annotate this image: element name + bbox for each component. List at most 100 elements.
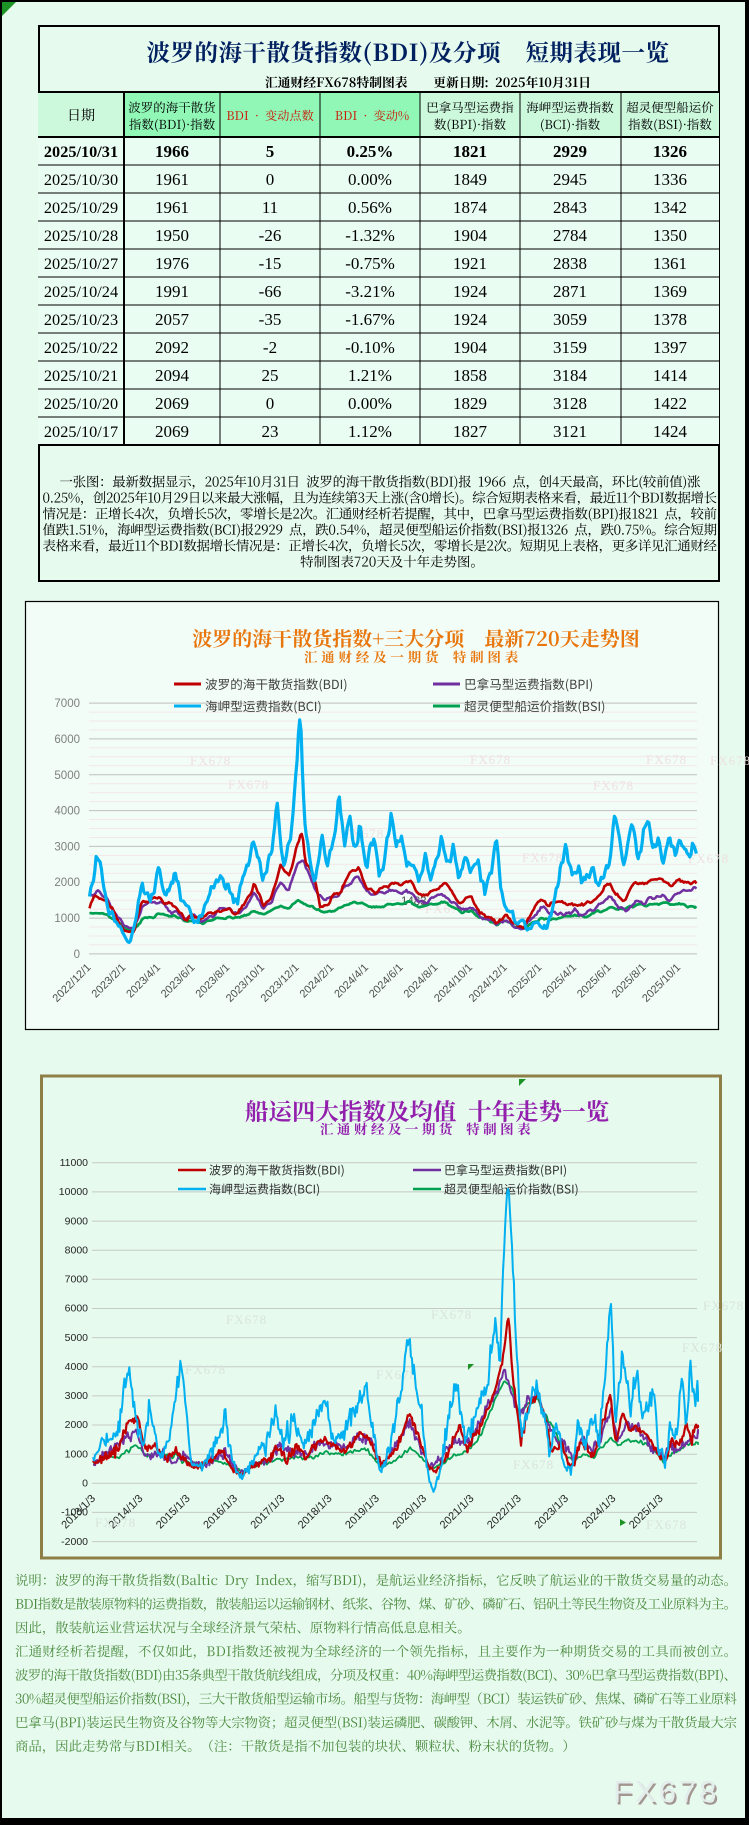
svg-text:6000: 6000 [65,1303,89,1315]
svg-text:1924: 1924 [453,282,488,301]
svg-text:2784: 2784 [553,226,588,245]
svg-text:11000: 11000 [60,1157,89,1169]
svg-text:2838: 2838 [553,254,587,273]
svg-text:3121: 3121 [553,422,587,441]
svg-text:FX678: FX678 [470,752,511,767]
svg-text:-1.67%: -1.67% [345,310,395,329]
svg-text:1422: 1422 [653,394,687,413]
svg-text:1000: 1000 [54,913,80,925]
svg-text:0.00%: 0.00% [348,394,392,413]
svg-text:-26: -26 [259,226,282,245]
svg-text:2843: 2843 [553,198,587,217]
svg-text:2025/10/30: 2025/10/30 [44,170,118,189]
svg-text:-2000: -2000 [61,1536,88,1548]
svg-text:0: 0 [266,170,275,189]
svg-text:1950: 1950 [155,226,189,245]
svg-text:5: 5 [266,142,275,161]
svg-text:1829: 1829 [453,394,487,413]
svg-text:7000: 7000 [65,1274,89,1286]
svg-text:2025/10/20: 2025/10/20 [44,394,118,413]
svg-text:9000: 9000 [65,1215,89,1227]
svg-text:FX678: FX678 [343,826,384,841]
svg-text:1.12%: 1.12% [348,422,392,441]
svg-text:1991: 1991 [155,282,189,301]
svg-text:1414: 1414 [653,366,688,385]
svg-text:23: 23 [262,422,279,441]
svg-text:2945: 2945 [553,170,587,189]
svg-text:0.56%: 0.56% [348,198,392,217]
svg-text:FX678: FX678 [615,1777,721,1812]
svg-text:2025/10/29: 2025/10/29 [44,198,118,217]
svg-text:0.25%: 0.25% [347,142,394,161]
svg-text:2025/10/17: 2025/10/17 [44,422,118,441]
svg-text:3000: 3000 [65,1390,89,1402]
svg-text:FX678: FX678 [95,1515,136,1530]
svg-text:FX678: FX678 [513,1457,554,1472]
svg-text:2069: 2069 [155,394,189,413]
svg-text:2025/10/23: 2025/10/23 [44,310,118,329]
svg-text:0: 0 [74,949,80,961]
svg-text:1904: 1904 [453,338,488,357]
svg-text:FX678: FX678 [703,1298,744,1313]
svg-text:1361: 1361 [653,254,687,273]
svg-text:1378: 1378 [653,310,687,329]
svg-text:10000: 10000 [59,1186,88,1198]
svg-text:-3.21%: -3.21% [345,282,395,301]
svg-text:5000: 5000 [54,770,80,782]
svg-text:FX678: FX678 [522,850,563,865]
svg-text:2094: 2094 [155,366,190,385]
svg-text:2025/10/24: 2025/10/24 [44,282,118,301]
svg-text:1397: 1397 [653,338,688,357]
svg-text:0.00%: 0.00% [348,170,392,189]
svg-text:2871: 2871 [553,282,587,301]
svg-text:1904: 1904 [453,226,488,245]
svg-text:1966: 1966 [155,142,189,161]
svg-text:FX678: FX678 [190,753,231,768]
svg-text:FX678: FX678 [185,1362,226,1377]
svg-text:7000: 7000 [54,698,80,710]
svg-text:FX678: FX678 [682,1340,723,1355]
svg-text:FX678: FX678 [646,1517,687,1532]
svg-text:1821: 1821 [453,142,487,161]
svg-text:6000: 6000 [54,734,80,746]
svg-text:2025/10/28: 2025/10/28 [44,226,118,245]
svg-text:-15: -15 [259,254,282,273]
svg-text:2057: 2057 [155,310,190,329]
svg-text:-0.75%: -0.75% [345,254,395,273]
svg-text:1961: 1961 [155,170,189,189]
svg-text:2092: 2092 [155,338,189,357]
svg-text:1849: 1849 [453,170,487,189]
svg-text:1342: 1342 [653,198,687,217]
svg-text:FX678: FX678 [646,752,687,767]
svg-text:4000: 4000 [54,806,80,818]
svg-text:1336: 1336 [653,170,687,189]
svg-text:-66: -66 [259,282,282,301]
svg-text:2000: 2000 [65,1419,89,1431]
svg-text:1961: 1961 [155,198,189,217]
svg-text:FX678: FX678 [688,851,729,866]
svg-text:FX678: FX678 [228,777,269,792]
svg-text:3000: 3000 [54,841,80,853]
svg-text:-2: -2 [263,338,277,357]
svg-text:11: 11 [262,198,278,217]
svg-text:2025/10/27: 2025/10/27 [44,254,118,273]
svg-text:2025/10/22: 2025/10/22 [44,338,118,357]
svg-text:8000: 8000 [65,1244,89,1256]
svg-text:-0.10%: -0.10% [345,338,395,357]
svg-text:1424: 1424 [653,422,688,441]
svg-text:1.21%: 1.21% [348,366,392,385]
svg-text:25: 25 [262,366,279,385]
svg-text:1874: 1874 [453,198,488,217]
svg-text:0: 0 [82,1478,88,1490]
svg-text:2069: 2069 [155,422,189,441]
svg-text:2025/10/31: 2025/10/31 [44,142,118,161]
svg-text:2025/10/21: 2025/10/21 [44,366,118,385]
svg-text:FX678: FX678 [376,1367,417,1382]
svg-text:3128: 3128 [553,394,587,413]
svg-text:FX678: FX678 [710,753,749,768]
svg-text:1350: 1350 [653,226,687,245]
svg-text:-35: -35 [259,310,282,329]
svg-text:1369: 1369 [653,282,687,301]
svg-text:1326: 1326 [653,142,687,161]
svg-text:1858: 1858 [453,366,487,385]
